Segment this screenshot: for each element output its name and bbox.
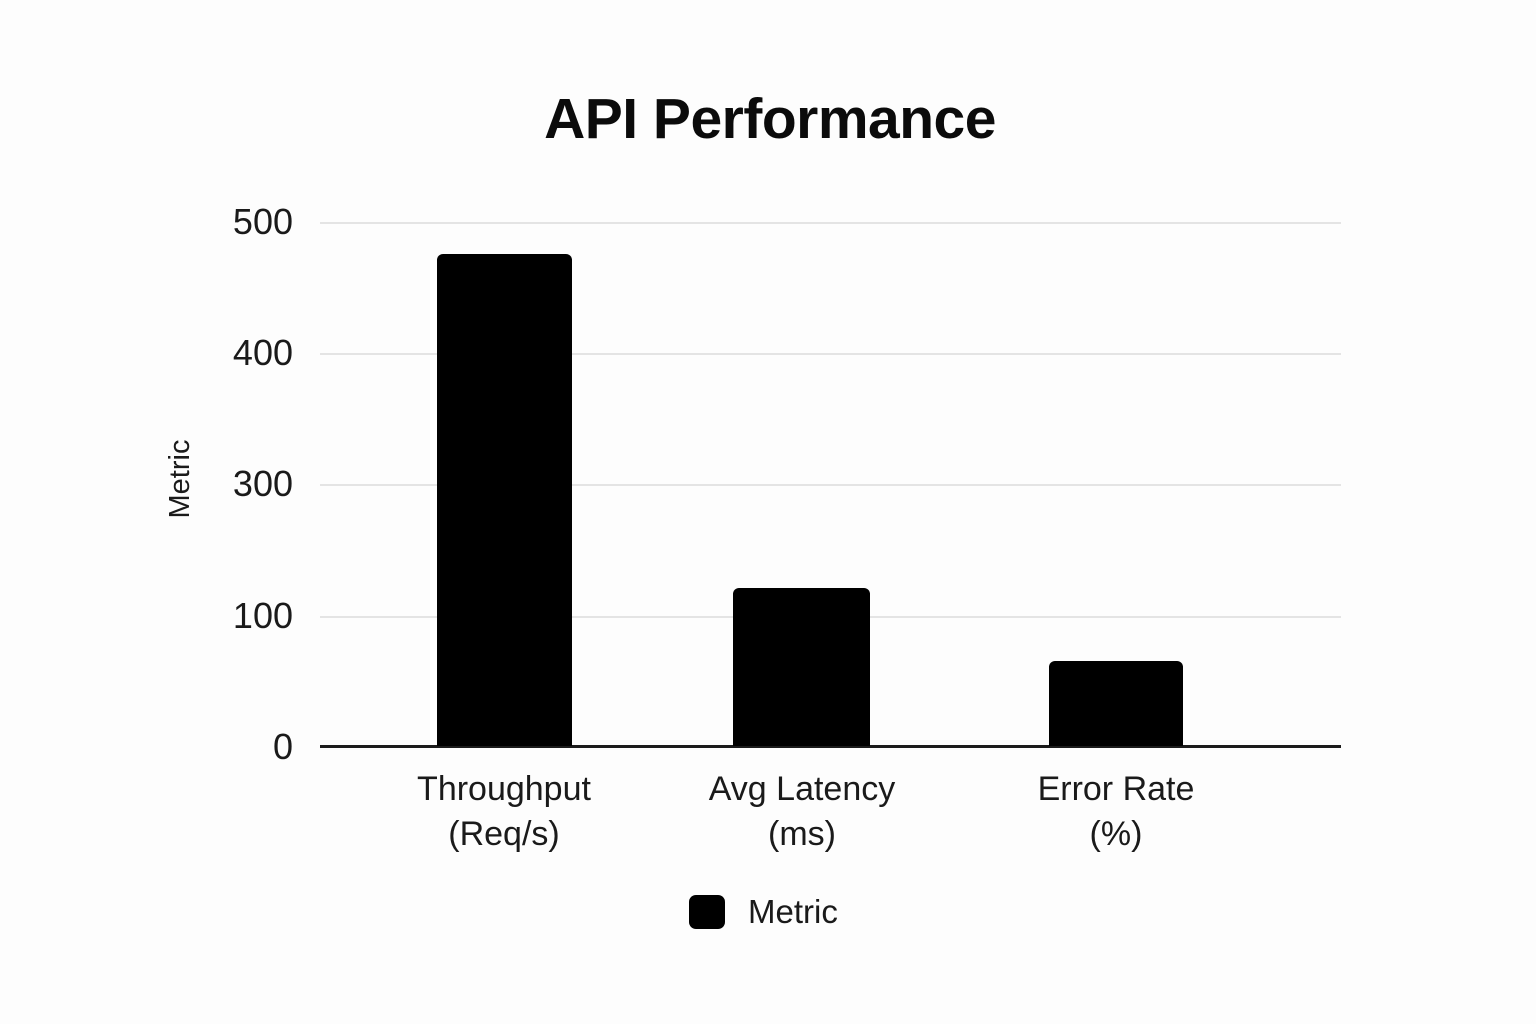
x-tick-line2: (Req/s) <box>448 815 560 853</box>
legend-swatch-icon <box>689 895 725 929</box>
y-tick-label-100: 100 <box>232 595 293 636</box>
x-tick-line1: Avg Latency <box>708 770 896 808</box>
bar-error-rate[interactable] <box>1049 661 1183 746</box>
x-tick-line2: (%) <box>1089 815 1143 853</box>
legend-label: Metric <box>748 893 838 930</box>
gridline-400 <box>320 353 1341 355</box>
x-tick-line1: Throughput <box>417 770 591 808</box>
y-tick-label-500: 500 <box>232 201 293 242</box>
chart-title: API Performance <box>544 87 996 151</box>
gridline-300 <box>320 484 1341 486</box>
x-tick-line2: (ms) <box>768 815 836 853</box>
plot-area <box>320 222 1341 748</box>
bar-avg-latency[interactable] <box>733 588 870 746</box>
gridline-500 <box>320 222 1341 224</box>
y-tick-label-400: 400 <box>232 332 293 373</box>
x-tick-label-avg-latency: Avg Latency (ms) <box>642 767 962 857</box>
bar-throughput[interactable] <box>437 254 572 746</box>
legend-item-metric[interactable]: Metric <box>689 893 838 931</box>
y-tick-label-0: 0 <box>272 726 293 767</box>
x-tick-label-throughput: Throughput (Req/s) <box>344 767 664 857</box>
x-tick-label-error-rate: Error Rate (%) <box>956 767 1276 857</box>
x-tick-line1: Error Rate <box>1037 770 1195 808</box>
y-tick-label-300: 300 <box>232 463 293 504</box>
x-axis-line <box>320 745 1341 748</box>
